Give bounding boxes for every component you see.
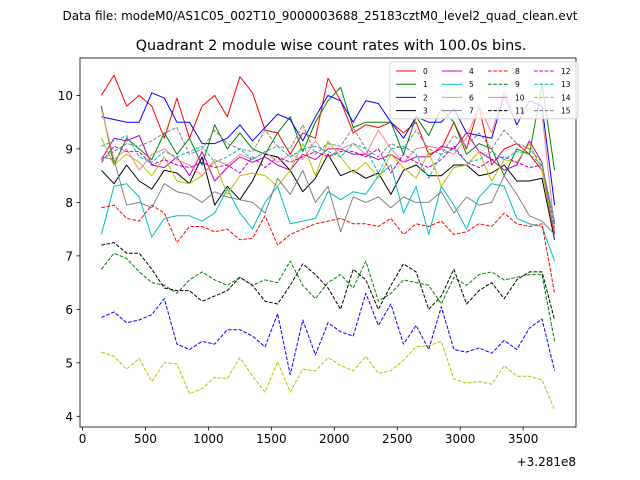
series-line-12 [101, 145, 556, 224]
plot-area: 0 500 1000 1500 2000 2500 3000 3500456789100123… [58, 57, 579, 446]
x-tick-label: 2500 [382, 432, 413, 446]
legend-box [389, 61, 579, 120]
y-tick-label: 8 [65, 196, 73, 210]
legend-label-7: 7 [469, 107, 474, 116]
legend-label-8: 8 [515, 67, 520, 76]
series-line-1 [100, 84, 556, 177]
legend-label-14: 14 [561, 93, 571, 102]
chart-title: Quadrant 2 module wise count rates with … [136, 38, 527, 54]
x-tick-label: 500 [134, 432, 157, 446]
x-tick-label: 3000 [445, 432, 476, 446]
series-line-9 [101, 252, 556, 342]
y-tick-label: 7 [65, 249, 73, 263]
series-line-15 [101, 124, 556, 232]
legend-label-2: 2 [423, 93, 428, 102]
legend-label-5: 5 [469, 80, 474, 89]
y-tick-label: 5 [65, 356, 73, 370]
legend-label-15: 15 [561, 107, 571, 116]
series-line-2-dashed [101, 292, 556, 376]
series-line-8 [101, 204, 556, 294]
x-tick-label: 0 [79, 432, 87, 446]
legend-label-1: 1 [423, 80, 428, 89]
x-offset-label: +3.281e8 [517, 455, 576, 469]
legend-label-10: 10 [515, 93, 525, 102]
y-tick-label: 10 [58, 89, 73, 103]
series-line-2 [101, 92, 556, 206]
y-tick-label: 9 [65, 142, 73, 156]
series-line-6 [100, 137, 556, 232]
x-tick-label: 3500 [508, 432, 539, 446]
legend-label-0: 0 [423, 67, 428, 76]
legend-label-3: 3 [423, 107, 428, 116]
series-line-3 [101, 153, 556, 240]
x-tick-label: 2000 [319, 432, 350, 446]
legend-label-4: 4 [469, 67, 474, 76]
x-tick-label: 1000 [193, 432, 224, 446]
legend-label-13: 13 [561, 80, 571, 89]
legend-label-12: 12 [561, 67, 571, 76]
x-tick-label: 1500 [256, 432, 287, 446]
series-line-11 [101, 242, 556, 321]
suptitle: Data file: modeM0/AS1C05_002T10_90000036… [62, 9, 577, 23]
series-line-13 [101, 135, 556, 222]
y-tick-label: 4 [65, 410, 73, 424]
legend-label-11: 11 [515, 107, 525, 116]
legend-label-6: 6 [469, 93, 474, 102]
series-line-5 [100, 164, 556, 262]
y-tick-label: 6 [65, 303, 73, 317]
axes-frame [79, 57, 577, 428]
series-line-14 [101, 340, 556, 411]
legend-label-9: 9 [515, 80, 520, 89]
series-line-7 [101, 156, 555, 235]
